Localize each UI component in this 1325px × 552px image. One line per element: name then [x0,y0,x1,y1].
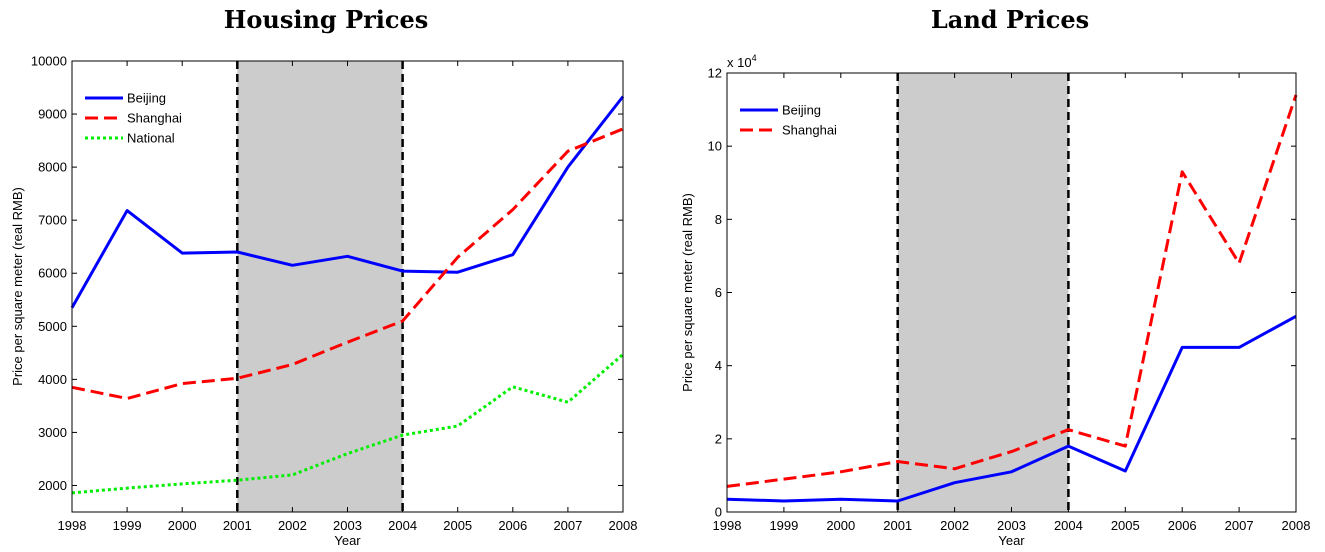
land-shaded-region [897,73,1069,512]
housing-xtick-label: 2002 [278,518,307,533]
housing-xtick-label: 2004 [388,518,417,533]
land-ytick-label: 10 [708,139,722,154]
housing-ytick-label: 7000 [38,213,67,228]
housing-xtick-label: 2005 [443,518,472,533]
land-y-exponent: x 104 [727,53,757,70]
land-x-axis-label: Year [998,533,1025,548]
land-legend: Beijing Shanghai [736,98,848,140]
housing-ytick-label: 3000 [38,425,67,440]
housing-xtick-label: 1999 [113,518,142,533]
housing-x-axis-label: Year [334,533,361,548]
land-series-shanghai [726,94,1298,488]
land-xtick-label: 2006 [1168,518,1197,533]
housing-ytick-label: 9000 [38,107,67,122]
housing-series-beijing [70,95,625,309]
land-ytick-label: 6 [715,285,722,300]
housing-xtick-label: 2008 [609,518,638,533]
land-chart: 1998 1999 2000 2001 2002 2003 2004 2005 2006 2007… [680,5,1310,548]
housing-xtick-label: 2001 [223,518,252,533]
land-xtick-label: 2004 [1054,518,1083,533]
housing-chart: 1998 1999 2000 2001 2002 2003 2004 2005 2006 2007… [10,5,637,548]
land-ytick-label: 8 [715,212,722,227]
housing-series-national [71,353,624,495]
housing-xtick-label: 2007 [553,518,582,533]
land-legend-label-beijing: Beijing [782,103,821,118]
land-legend-box [736,98,848,140]
land-xtick-label: 2008 [1282,518,1311,533]
land-ytick-label: 4 [715,358,722,373]
land-xtick-label: 2001 [883,518,912,533]
housing-xtick-label: 2006 [498,518,527,533]
housing-legend-label-shanghai: Shanghai [127,111,182,126]
land-ytick-label: 2 [715,431,722,446]
housing-ytick-label: 6000 [38,266,67,281]
housing-shaded-region [237,61,403,512]
land-xtick-label: 2005 [1111,518,1140,533]
land-legend-label-shanghai: Shanghai [782,123,837,138]
land-xtick-label: 1999 [769,518,798,533]
land-xtick-label: 1998 [713,518,742,533]
land-ytick-label: 12 [708,66,722,81]
housing-ytick-label: 8000 [38,160,67,175]
housing-xtick-label: 2000 [168,518,197,533]
housing-ytick-label: 2000 [38,478,67,493]
land-y-axis-label: Price per square meter (real RMB) [680,193,695,392]
housing-ytick-label: 5000 [38,319,67,334]
housing-ytick-label: 10000 [31,54,67,69]
land-xtick-label: 2000 [826,518,855,533]
housing-y-axis-label: Price per square meter (real RMB) [10,187,25,386]
land-xtick-label: 2002 [940,518,969,533]
housing-xtick-label: 2003 [333,518,362,533]
land-chart-title: Land Prices [931,5,1089,34]
housing-legend-label-national: National [127,131,175,146]
housing-ytick-label: 4000 [38,372,67,387]
land-xtick-label: 2007 [1225,518,1254,533]
land-series-beijing [726,314,1297,503]
housing-xtick-label: 1998 [58,518,87,533]
housing-legend-label-beijing: Beijing [127,91,166,106]
housing-legend: Beijing Shanghai National [81,86,193,148]
housing-chart-title: Housing Prices [224,5,429,34]
land-xtick-label: 2003 [997,518,1026,533]
land-ytick-label: 0 [715,505,722,520]
